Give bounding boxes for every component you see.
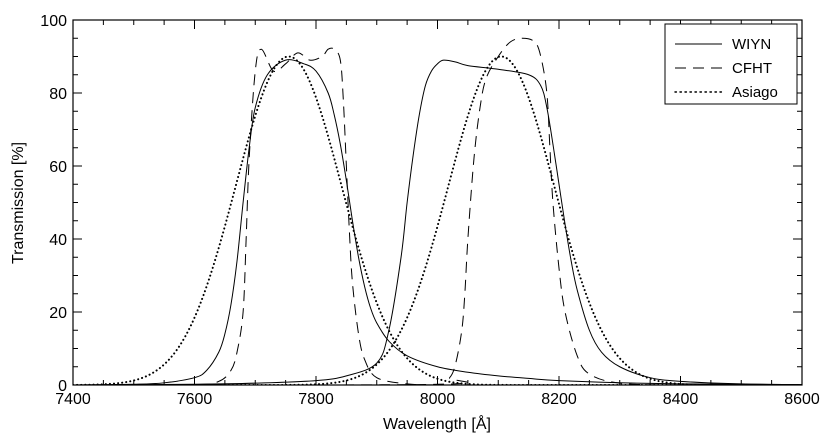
legend-label-cfht: CFHT xyxy=(732,60,772,77)
y-tick-label: 60 xyxy=(49,159,67,176)
legend-label-wiyn: WIYN xyxy=(732,36,771,53)
y-tick-label: 100 xyxy=(40,13,67,30)
y-tick-label: 0 xyxy=(58,378,67,395)
series-asiago-line-1 xyxy=(73,55,802,385)
series-wiyn-line-1 xyxy=(73,59,802,385)
y-tick-label: 80 xyxy=(49,86,67,103)
series-cfht-line-3 xyxy=(73,47,438,385)
x-axis-label: Wavelength [Å] xyxy=(383,414,491,433)
x-tick-label: 8000 xyxy=(420,391,456,408)
legend-box xyxy=(664,23,798,105)
y-tick-label: 40 xyxy=(49,232,67,249)
x-tick-label: 8600 xyxy=(784,391,820,408)
x-tick-label: 7600 xyxy=(177,391,213,408)
x-tick-label: 7400 xyxy=(55,391,91,408)
x-tick-label: 8400 xyxy=(663,391,699,408)
series-cfht-line-2 xyxy=(73,37,802,385)
legend-label-asiago: Asiago xyxy=(732,84,778,101)
tick-layer: 7400 7600 7800 8000 8200 8400 8600 0 20 40 60 80 100 xyxy=(40,13,820,408)
series-wiyn-line-2 xyxy=(73,59,802,385)
y-axis-label: Transmission [%] xyxy=(10,142,27,264)
y-tick-label: 20 xyxy=(49,305,67,322)
legend: WIYN CFHT Asiago xyxy=(664,23,798,105)
x-tick-label: 7800 xyxy=(298,391,334,408)
series-asiago-line-2 xyxy=(73,55,802,385)
x-tick-label: 8200 xyxy=(541,391,577,408)
